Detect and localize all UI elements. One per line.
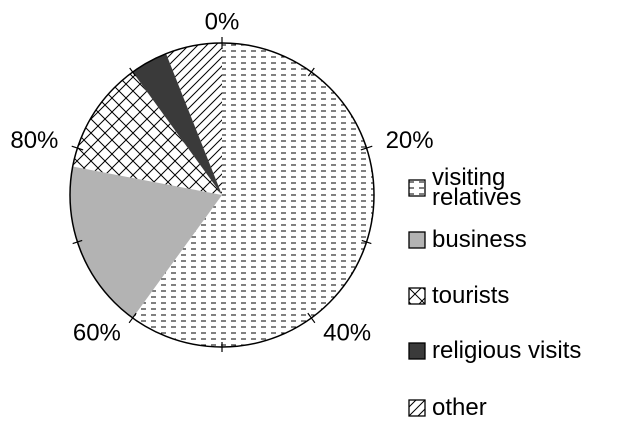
minor-tick-mark <box>129 67 137 77</box>
swatch-box <box>408 342 426 360</box>
legend-entry: religious visits <box>408 337 622 364</box>
tick-mark <box>360 145 373 151</box>
minor-tick-mark <box>307 67 315 77</box>
legend-entry: visiting relatives <box>408 164 532 211</box>
minor-tick-mark <box>361 239 372 245</box>
legend-swatch <box>408 399 426 417</box>
pie-slice <box>72 72 222 195</box>
swatch-box <box>408 231 426 249</box>
legend-label: business <box>432 226 527 253</box>
legend-label: other <box>432 394 487 421</box>
pie-slice <box>166 43 222 195</box>
tick-label: 0% <box>205 8 240 35</box>
minor-tick-mark <box>72 239 83 245</box>
swatch-box <box>408 179 426 197</box>
pie-slice <box>132 53 222 195</box>
legend-label: visiting relatives <box>432 164 522 211</box>
swatch-box <box>408 287 426 305</box>
legend-swatch <box>408 287 426 305</box>
swatch-box <box>408 399 426 417</box>
legend-entry: other <box>408 394 622 421</box>
pie-slice <box>132 43 374 348</box>
tick-label: 80% <box>10 127 58 154</box>
legend-swatch <box>408 179 426 197</box>
tick-mark <box>307 312 316 324</box>
tick-mark <box>71 145 84 151</box>
legend-entry: business <box>408 226 622 253</box>
legend-entry: tourists <box>408 282 622 309</box>
tick-mark <box>128 312 137 324</box>
legend-label: tourists <box>432 282 510 309</box>
tick-label: 40% <box>323 319 371 346</box>
tick-label: 60% <box>73 319 121 346</box>
pie-slice <box>69 166 222 318</box>
tick-label: 20% <box>386 127 434 154</box>
legend-label: religious visits <box>432 337 582 364</box>
legend-swatch <box>408 342 426 360</box>
legend-swatch <box>408 231 426 249</box>
